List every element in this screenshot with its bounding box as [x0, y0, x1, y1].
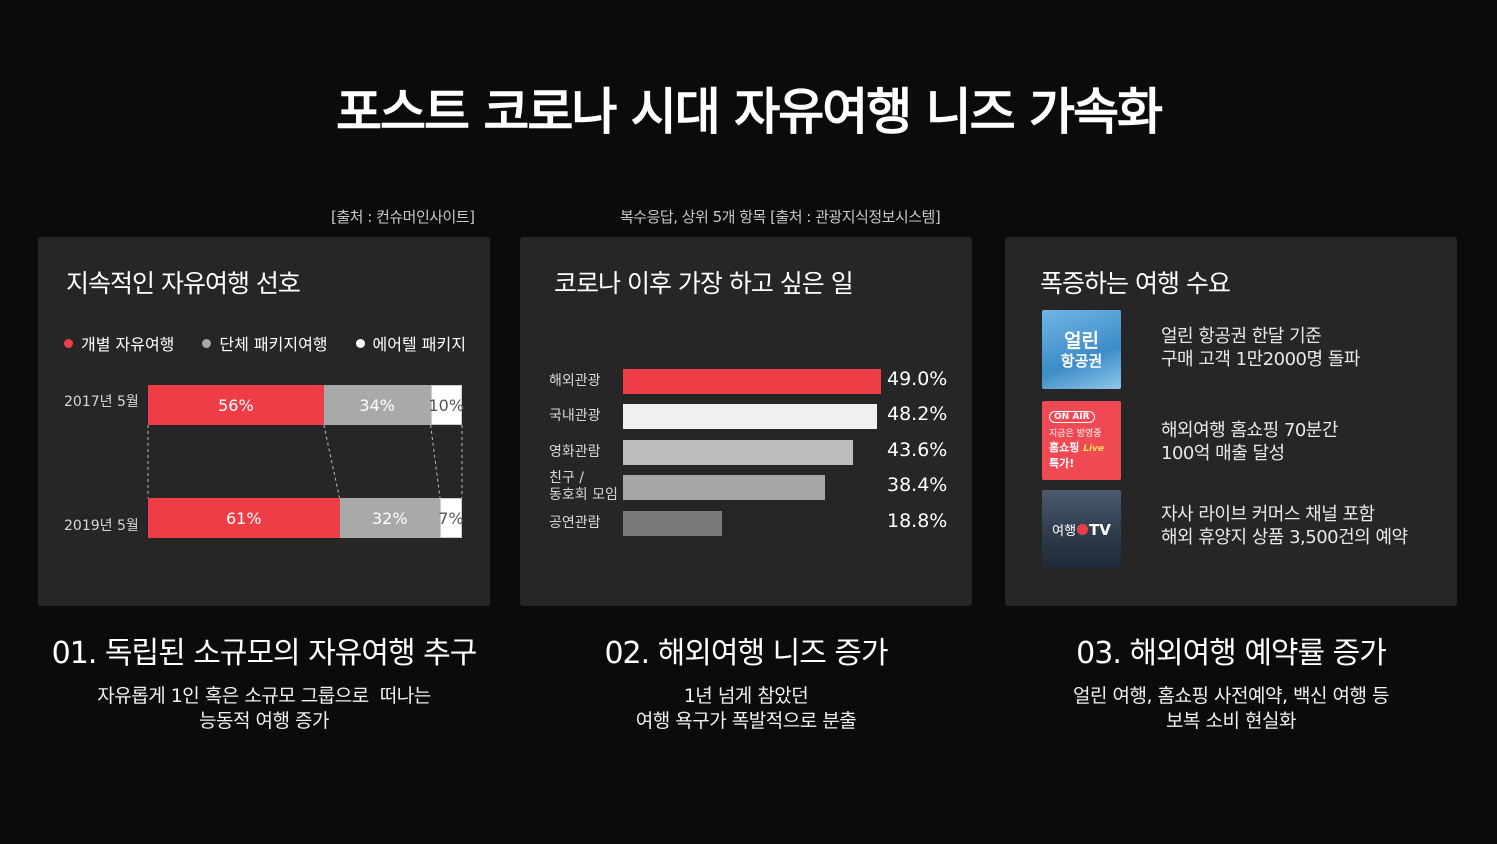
stat-line: 자사 라이브 커머스 채널 포함	[1161, 504, 1375, 525]
section-heading-2: 02. 해외여행 니즈 증가	[604, 636, 888, 671]
bar-category-label: 친구 / 동호회 모임	[549, 470, 618, 503]
legend-label: 개별 자유여행	[81, 335, 175, 354]
home-shopping-thumbnail-icon: ON AIR 지금은 방영중 홈쇼핑 Live 특가!	[1042, 401, 1121, 480]
bar-segment-2: 32%	[339, 498, 440, 538]
thumb-text: 홈쇼핑 Live	[1049, 440, 1105, 454]
panel-title: 코로나 이후 가장 하고 싶은 일	[554, 269, 854, 298]
thumb-text: TV	[1089, 520, 1111, 539]
bar-category-label: 해외관광	[549, 372, 601, 389]
stat-text-3: 자사 라이브 커머스 채널 포함 해외 휴양지 상품 3,500건의 예약	[1161, 503, 1408, 549]
legend-item-airtel: 에어텔 패키지	[355, 331, 466, 355]
bar-segment-3: 10%	[429, 385, 464, 425]
thumb-text: 특가!	[1049, 456, 1075, 470]
stat-line: 얼린 항공권 한달 기준	[1161, 326, 1322, 347]
stacked-bar-2017: 56% 34% 10%	[148, 385, 464, 425]
bar-4	[623, 475, 826, 500]
connector-line	[430, 424, 441, 499]
section-heading-1: 01. 독립된 소규모의 자유여행 추구	[51, 636, 478, 671]
airplane-ticket-thumbnail-icon: 얼린 항공권	[1042, 310, 1121, 389]
legend-item-individual: 개별 자유여행	[64, 331, 174, 355]
section-heading-3: 03. 해외여행 예약률 증가	[1076, 636, 1387, 671]
source-note-1: [출처 : 컨슈머인사이트]	[331, 208, 475, 226]
stat-text-2: 해외여행 홈쇼핑 70분간 100억 매출 달성	[1161, 419, 1338, 465]
legend-dot-icon	[355, 338, 365, 348]
page-title: 포스트 코로나 시대 자유여행 니즈 가속화	[335, 83, 1163, 141]
stat-text-1: 얼린 항공권 한달 기준 구매 고객 1만2000명 돌파	[1161, 325, 1360, 371]
desc-line: 여행 욕구가 폭발적으로 분출	[635, 710, 857, 732]
legend-dot-icon	[64, 338, 73, 348]
stat-line: 구매 고객 1만2000명 돌파	[1161, 349, 1360, 370]
legend-label: 에어텔 패키지	[372, 335, 466, 354]
section-desc-3: 얼린 여행, 홈쇼핑 사전예약, 백신 여행 등 보복 소비 현실화	[1005, 684, 1457, 734]
bar-2	[623, 404, 877, 429]
bar-value-label: 43.6%	[887, 439, 948, 461]
desc-line: 1년 넘게 참았던	[683, 685, 809, 707]
desc-line: 자유롭게 1인 혹은 소규모 그룹으로 떠나는	[97, 685, 431, 707]
free-travel-preference-panel: 지속적인 자유여행 선호 개별 자유여행 단체 패키지여행 에어텔 패키지 20…	[38, 237, 490, 606]
desc-line: 얼린 여행, 홈쇼핑 사전예약, 백신 여행 등	[1073, 685, 1390, 707]
bar-segment-3: 7%	[438, 498, 464, 538]
bar-value-label: 38.4%	[887, 474, 948, 496]
bar-5	[623, 511, 722, 536]
stack-connector-lines	[147, 424, 463, 499]
thumb-text: 항공권	[1060, 351, 1103, 370]
bar-value-label: 49.0%	[887, 368, 948, 390]
source-note-2: 복수응답, 상위 5개 항목 [출처 : 관광지식정보시스템]	[620, 208, 941, 226]
thumb-text: 얼린	[1064, 329, 1099, 352]
travel-tv-thumbnail-icon: 여행 TV	[1042, 490, 1121, 569]
legend-label: 단체 패키지여행	[219, 335, 328, 354]
bar-value-label: 18.8%	[887, 510, 948, 532]
travel-demand-panel: 폭증하는 여행 수요 얼린 항공권 얼린 항공권 한달 기준 구매 고객 1만2…	[1005, 237, 1457, 606]
thumb-text: ON AIR	[1049, 410, 1095, 423]
stat-line: 해외여행 홈쇼핑 70분간	[1161, 420, 1338, 441]
desc-line: 보복 소비 현실화	[1166, 710, 1296, 732]
row-label-2019: 2019년 5월	[64, 518, 139, 534]
section-desc-1: 자유롭게 1인 혹은 소규모 그룹으로 떠나는 능동적 여행 증가	[38, 684, 490, 734]
stacked-bar-2019: 61% 32% 7%	[148, 498, 464, 538]
bar-category-label: 국내관광	[549, 407, 601, 424]
bar-segment-1: 61%	[148, 498, 340, 538]
panel-title: 폭증하는 여행 수요	[1040, 269, 1231, 298]
legend-dot-icon	[202, 338, 212, 348]
bar-segment-1: 56%	[148, 385, 324, 425]
thumb-text: 지금은 방영중	[1049, 428, 1102, 439]
play-icon	[1077, 524, 1089, 535]
legend-item-group-package: 단체 패키지여행	[202, 331, 328, 355]
bar-value-label: 48.2%	[887, 403, 948, 425]
bar-segment-2: 34%	[323, 385, 431, 425]
bar-3	[623, 440, 853, 465]
section-desc-2: 1년 넘게 참았던 여행 욕구가 폭발적으로 분출	[520, 684, 972, 734]
stat-line: 100억 매출 달성	[1161, 443, 1285, 464]
bar-category-label: 영화관람	[549, 443, 601, 460]
row-label-2017: 2017년 5월	[64, 394, 139, 410]
chart-legend: 개별 자유여행 단체 패키지여행 에어텔 패키지	[64, 331, 466, 355]
bar-1	[623, 369, 881, 394]
panel-title: 지속적인 자유여행 선호	[66, 269, 301, 298]
desc-line: 능동적 여행 증가	[199, 710, 329, 732]
bar-category-label: 공연관람	[549, 514, 601, 531]
stat-line: 해외 휴양지 상품 3,500건의 예약	[1161, 527, 1408, 548]
thumb-text: 여행	[1052, 524, 1077, 539]
post-covid-wish-panel: 코로나 이후 가장 하고 싶은 일 해외관광 49.0% 국내관광 48.2% 영화관람…	[520, 237, 972, 606]
connector-line	[323, 424, 341, 499]
